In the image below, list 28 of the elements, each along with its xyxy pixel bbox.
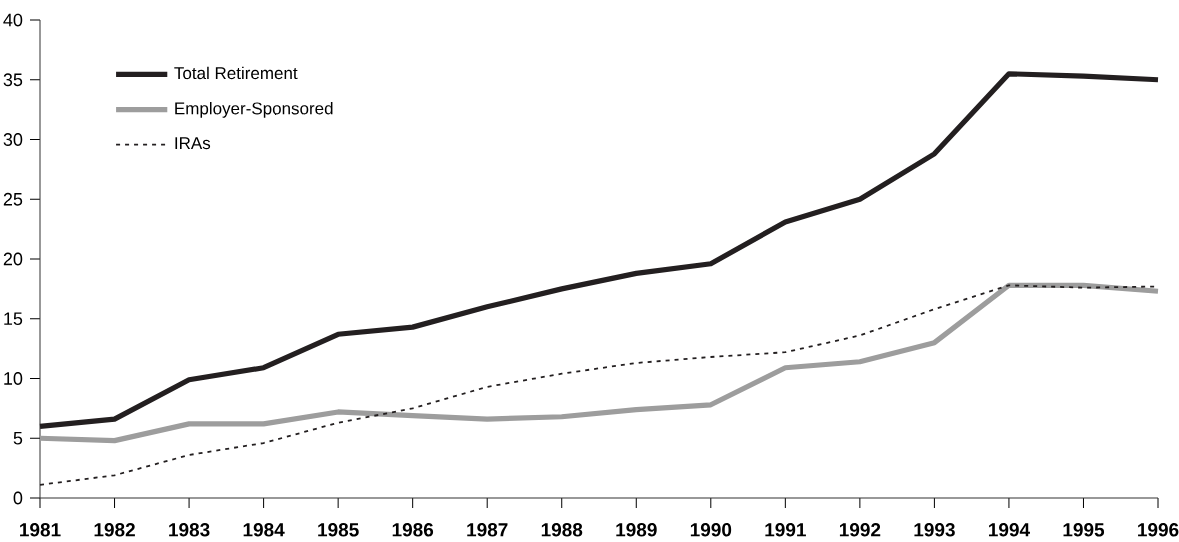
legend-label: Employer-Sponsored [175,101,333,118]
y-tick-label: 40 [3,13,23,27]
x-tick-label: 1986 [392,523,434,537]
x-tick-label: 1989 [616,523,657,537]
x-tick-label: 1987 [467,523,508,537]
x-tick-label: 1995 [1063,523,1105,537]
x-tick-label: 1991 [765,523,806,537]
y-tick-label: 20 [3,252,23,266]
y-tick-label: 10 [4,372,23,385]
y-tick-label: 30 [3,133,23,146]
x-tick-label: 1981 [20,523,61,537]
y-tick-label: 35 [3,73,23,87]
x-tick-label: 1985 [318,523,359,537]
legend-label: Total Retirement [174,66,298,80]
x-tick-label: 1992 [839,523,881,537]
y-tick-label: 15 [4,312,23,326]
x-tick-label: 1984 [243,523,285,537]
x-tick-label: 1990 [690,523,732,537]
legend-label: IRAs [175,137,211,150]
x-tick-label: 1982 [94,523,135,537]
x-tick-label: 1988 [541,523,583,537]
x-tick-label: 1993 [914,523,955,537]
y-tick-label: 25 [3,192,23,206]
x-tick-label: 1994 [988,523,1030,537]
y-tick-label: 5 [13,431,23,445]
y-tick-label: 0 [13,491,23,505]
x-tick-label: 1996 [1138,523,1179,537]
x-tick-label: 1983 [169,523,210,537]
